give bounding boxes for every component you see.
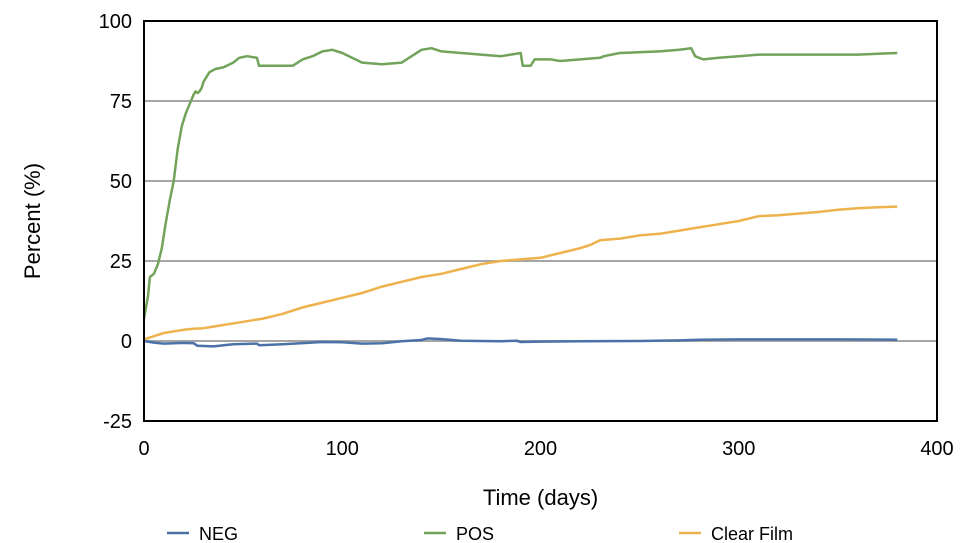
x-tick-label: 200 xyxy=(524,438,557,460)
legend-item-pos: POS xyxy=(424,524,494,543)
legend-label: POS xyxy=(456,524,494,543)
y-axis-title: Percent (%) xyxy=(20,163,45,279)
legend-item-neg: NEG xyxy=(167,524,238,543)
legend: NEG POS Clear Film xyxy=(167,524,793,543)
gridlines xyxy=(144,100,937,342)
y-tick-label: 100 xyxy=(99,11,132,33)
plot-area-frame xyxy=(143,20,938,422)
y-tick-label: -25 xyxy=(103,411,132,433)
series-line-neg xyxy=(143,337,898,348)
y-tick-label: 25 xyxy=(110,251,132,273)
y-tick-label: 0 xyxy=(121,331,132,353)
legend-label: Clear Film xyxy=(711,524,793,543)
x-axis-ticks: 0 100 200 300 400 xyxy=(138,438,953,460)
series-line-clear-film xyxy=(143,205,898,341)
x-tick-label: 0 xyxy=(138,438,149,460)
x-axis-title: Time (days) xyxy=(483,485,598,510)
legend-item-clear-film: Clear Film xyxy=(679,524,793,543)
series-line-pos xyxy=(142,46,898,319)
y-tick-label: 75 xyxy=(110,91,132,113)
y-axis-ticks: -25 0 25 50 75 100 xyxy=(99,11,132,433)
legend-label: NEG xyxy=(199,524,238,543)
x-tick-label: 400 xyxy=(920,438,953,460)
x-tick-label: 300 xyxy=(722,438,755,460)
series-lines xyxy=(142,46,898,348)
y-tick-label: 50 xyxy=(110,171,132,193)
x-tick-label: 100 xyxy=(326,438,359,460)
